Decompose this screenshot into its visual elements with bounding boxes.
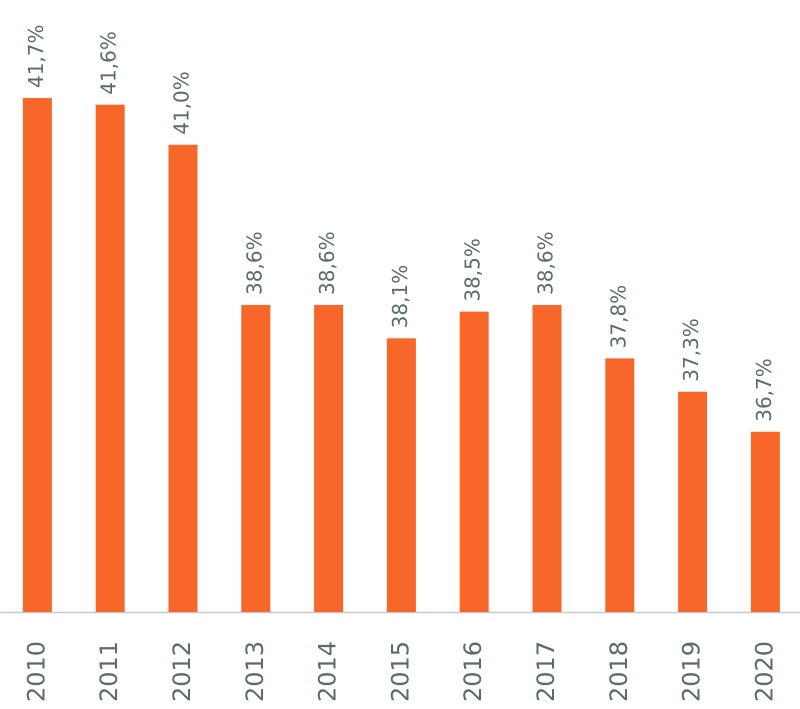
value-label: 37,8% — [606, 285, 630, 349]
x-tick-label: 2019 — [678, 641, 706, 702]
x-tick-label: 2018 — [605, 641, 633, 702]
x-tick-label: 2012 — [168, 641, 196, 702]
bar — [678, 391, 708, 612]
bar — [386, 338, 416, 612]
x-tick-label: 2010 — [22, 641, 50, 702]
value-label: 38,6% — [315, 231, 339, 295]
value-label: 38,6% — [242, 231, 266, 295]
value-label: 36,7% — [752, 358, 776, 422]
value-label: 38,5% — [461, 238, 485, 302]
x-tick-label: 2020 — [750, 641, 778, 702]
value-label: 37,3% — [679, 318, 703, 382]
x-tick-label: 2013 — [241, 641, 269, 702]
bar — [241, 304, 271, 612]
x-tick-label: 2014 — [314, 641, 342, 702]
x-tick-label: 2016 — [459, 641, 487, 702]
value-label: 38,1% — [388, 265, 412, 329]
value-label: 41,6% — [97, 31, 121, 95]
bar — [532, 304, 562, 612]
value-label: 41,0% — [170, 71, 194, 135]
bar — [95, 104, 125, 612]
bar — [605, 358, 635, 612]
bar — [459, 311, 489, 612]
value-label: 38,6% — [534, 231, 558, 295]
bar — [22, 98, 52, 612]
bar — [314, 304, 344, 612]
bar — [168, 144, 198, 612]
x-tick-label: 2017 — [532, 641, 560, 702]
x-tick-label: 2011 — [95, 641, 123, 702]
x-tick-label: 2015 — [386, 641, 414, 702]
bar — [750, 431, 780, 612]
value-label: 41,7% — [24, 24, 48, 88]
